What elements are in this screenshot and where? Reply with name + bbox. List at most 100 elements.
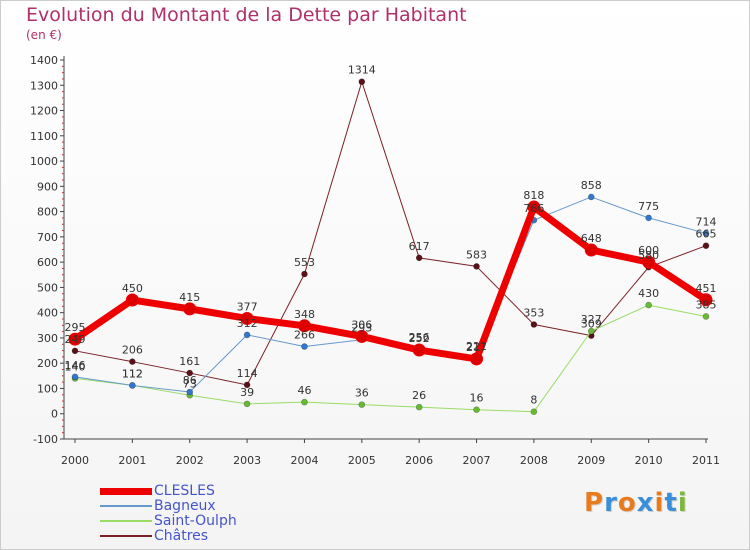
data-point-bagneux: [645, 214, 652, 222]
y-tick-label: 1200: [30, 105, 58, 118]
data-label-bagneux: 775: [638, 200, 659, 213]
data-label-bagneux: 266: [294, 329, 315, 342]
data-point-ch-tres: [301, 270, 308, 278]
data-point-clesles: [355, 329, 369, 343]
x-tick-label: 2008: [520, 454, 548, 467]
data-label-clesles: 451: [696, 282, 717, 295]
data-point-saint-oulph: [415, 403, 423, 411]
x-tick-label: 2010: [635, 454, 663, 467]
x-tick-label: 2003: [233, 454, 261, 467]
data-label-saint-oulph: 430: [638, 287, 659, 300]
x-tick-label: 2011: [692, 454, 720, 467]
y-tick-label: 300: [37, 332, 58, 345]
y-tick-label: 800: [37, 206, 58, 219]
data-label-clesles: 306: [351, 318, 372, 331]
x-tick-label: 2001: [118, 454, 146, 467]
data-label-ch-tres: 309: [581, 318, 602, 331]
series-line-ch-tres: [74, 81, 707, 386]
data-label-bagneux: 221: [466, 340, 487, 353]
data-label-ch-tres: 353: [523, 307, 544, 320]
data-point-clesles: [642, 255, 656, 269]
logo-letter: r: [604, 488, 618, 518]
data-label-saint-oulph: 39: [240, 386, 254, 399]
data-label-clesles: 377: [237, 300, 258, 313]
data-label-ch-tres: 580: [638, 249, 659, 262]
logo-letter: i: [654, 488, 665, 518]
data-label-bagneux: 858: [581, 179, 602, 192]
y-tick-label: 200: [37, 357, 58, 370]
data-label-saint-oulph: 140: [65, 360, 86, 373]
data-point-clesles: [68, 332, 82, 346]
proxiti-logo: Proxiti: [584, 488, 688, 518]
data-point-saint-oulph: [702, 313, 710, 320]
x-tick-label: 2007: [463, 454, 491, 467]
y-tick-label: 1300: [30, 79, 58, 92]
data-point-saint-oulph: [645, 301, 652, 309]
data-label-bagneux: 714: [696, 215, 717, 228]
y-tick-label: 400: [37, 307, 58, 320]
data-label-ch-tres: 114: [237, 367, 258, 380]
data-label-bagneux: 293: [351, 322, 372, 335]
chart-title: Evolution du Montant de la Dette par Hab…: [26, 4, 467, 26]
y-tick-label: 1100: [30, 130, 58, 143]
legend-swatch-clesles: [100, 488, 152, 495]
y-tick-label: -100: [33, 433, 58, 446]
x-tick-label: 2002: [176, 454, 204, 467]
chart-unit: (en €): [26, 28, 62, 42]
legend-label-saint-oulph: Saint-Oulph: [154, 513, 237, 529]
data-point-bagneux: [186, 388, 194, 396]
logo-letter: o: [617, 488, 637, 518]
data-label-bagneux: 256: [409, 331, 430, 344]
data-point-clesles: [470, 352, 484, 366]
data-label-saint-oulph: 16: [470, 392, 484, 405]
logo-letter: t: [664, 488, 678, 518]
data-point-bagneux: [301, 343, 308, 350]
data-label-saint-oulph: 112: [122, 367, 143, 380]
data-label-saint-oulph: 327: [581, 313, 602, 326]
x-tick-label: 2006: [405, 454, 433, 467]
data-label-saint-oulph: 36: [355, 387, 369, 400]
data-point-ch-tres: [473, 263, 480, 270]
data-label-clesles: 252: [409, 332, 430, 345]
data-point-bagneux: [702, 230, 710, 237]
data-point-clesles: [584, 243, 598, 257]
data-label-clesles: 295: [65, 321, 86, 334]
legend-label-clesles: CLESLES: [154, 483, 215, 499]
data-point-saint-oulph: [243, 400, 251, 408]
y-tick-label: 600: [37, 256, 58, 269]
data-point-ch-tres: [186, 369, 194, 377]
data-label-clesles: 600: [638, 244, 659, 257]
data-point-saint-oulph: [530, 408, 538, 416]
data-point-bagneux: [243, 331, 251, 339]
data-label-ch-tres: 249: [65, 333, 86, 346]
data-point-clesles: [297, 319, 311, 333]
y-tick-label: 0: [51, 408, 58, 421]
y-tick-label: 900: [37, 180, 58, 193]
y-tick-label: 700: [37, 231, 58, 244]
data-point-saint-oulph: [587, 327, 595, 335]
data-point-ch-tres: [129, 358, 136, 365]
data-label-saint-oulph: 385: [696, 298, 717, 311]
data-label-ch-tres: 583: [466, 248, 487, 261]
x-tick-label: 2009: [577, 454, 605, 467]
data-label-bagneux: 146: [65, 359, 86, 372]
data-label-clesles: 818: [523, 189, 544, 202]
series-line-bagneux: [74, 196, 707, 393]
legend-label-bagneux: Bagneux: [154, 498, 216, 514]
data-point-ch-tres: [71, 347, 79, 355]
data-point-clesles: [125, 293, 139, 307]
y-tick-label: 500: [37, 281, 58, 294]
data-point-saint-oulph: [301, 398, 308, 406]
data-point-ch-tres: [415, 254, 423, 262]
data-label-bagneux: 112: [122, 367, 143, 380]
data-label-ch-tres: 553: [294, 256, 315, 269]
series-line-clesles: [71, 203, 710, 363]
data-point-clesles: [183, 302, 197, 316]
data-label-clesles: 217: [466, 341, 487, 354]
data-label-ch-tres: 665: [696, 228, 717, 241]
data-label-ch-tres: 1314: [348, 64, 376, 77]
data-point-clesles: [699, 293, 713, 307]
data-label-clesles: 415: [179, 291, 200, 304]
data-point-bagneux: [129, 382, 136, 389]
